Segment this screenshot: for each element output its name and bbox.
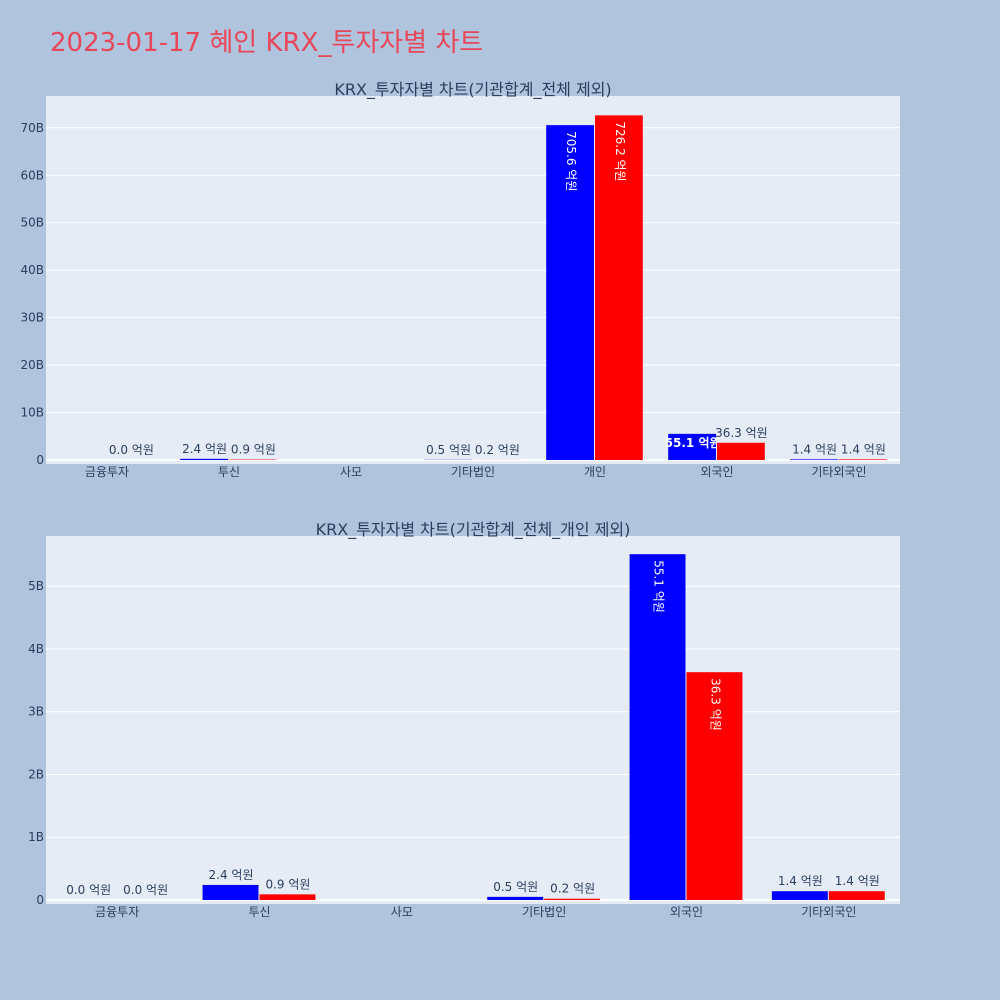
y-tick-label: 70B [20,121,44,135]
bar-sell-5 [828,891,885,900]
x-tick-label: 금융투자 [85,465,129,479]
bar-value-label: 1.4 억원 [841,442,886,456]
y-tick-label: 50B [20,216,44,230]
bar-value-label: 0.5 억원 [426,443,471,457]
x-tick-label: 기타법인 [451,465,495,479]
y-tick-label: 0 [36,453,44,467]
bar-buy-4 [629,554,686,900]
bar-value-label: 0.2 억원 [550,882,595,896]
y-tick-label: 5B [28,579,44,593]
bar-buy-5 [668,433,716,460]
chart-title: KRX_투자자별 차트(기관합계_전체 제외) [334,80,611,100]
y-tick-label: 10B [20,406,44,420]
bar-value-label: 0.9 억원 [265,877,310,891]
y-tick-label: 2B [28,767,44,781]
x-tick-label: 사모 [340,465,362,479]
x-tick-label: 사모 [391,905,413,919]
y-tick-label: 4B [28,642,44,656]
bar-buy-1 [202,884,259,900]
x-tick-label: 기타외국인 [811,465,866,479]
bar-value-label: 55.1 억원 [652,560,666,613]
y-tick-label: 30B [20,311,44,325]
y-tick-label: 0 [36,893,44,907]
x-tick-label: 외국인 [670,905,703,919]
x-tick-label: 기타외국인 [801,905,856,919]
bar-value-label: 0.0 억원 [66,883,111,897]
y-tick-label: 3B [28,705,44,719]
x-tick-label: 개인 [584,465,606,479]
bar-value-label: 726.2 억원 [613,121,627,181]
bar-sell-5 [717,442,765,460]
bar-sell-1 [259,894,316,900]
bar-sell-6 [839,459,887,460]
plot-area [46,536,900,904]
bar-value-label: 36.3 억원 [708,678,722,731]
plot-area [46,96,900,464]
x-tick-label: 금융투자 [95,905,139,919]
bar-value-label: 1.4 억원 [792,442,837,456]
bar-sell-4 [686,672,743,900]
x-tick-label: 외국인 [700,465,733,479]
bar-value-label: 55.1 억원 [665,436,721,450]
bar-value-label: 0.0 억원 [109,443,154,457]
chart-title: KRX_투자자별 차트(기관합계_전체_개인 제외) [316,520,631,540]
bar-value-label: 1.4 억원 [778,874,823,888]
y-tick-label: 1B [28,830,44,844]
x-tick-label: 투신 [248,905,270,919]
bar-value-label: 36.3 억원 [715,426,768,440]
bar-value-label: 0.5 억원 [493,880,538,894]
bar-value-label: 0.9 억원 [231,443,276,457]
bar-buy-4 [546,125,594,461]
x-tick-label: 투신 [218,465,240,479]
bar-buy-1 [180,458,228,460]
y-tick-label: 20B [20,358,44,372]
bar-value-label: 2.4 억원 [182,442,227,456]
bar-value-label: 705.6 억원 [564,131,578,191]
x-tick-label: 기타법인 [522,905,566,919]
bar-value-label: 0.2 억원 [475,443,520,457]
bar-sell-4 [595,115,643,461]
bar-value-label: 2.4 억원 [209,868,254,882]
bar-value-label: 0.0 억원 [123,883,168,897]
page-title: 2023-01-17 혜인 KRX_투자자별 차트 [50,28,484,58]
bar-buy-3 [487,896,544,900]
bar-sell-3 [544,898,601,900]
bar-buy-5 [771,891,828,900]
bar-value-label: 1.4 억원 [835,874,880,888]
y-tick-label: 40B [20,263,44,277]
bar-buy-6 [790,459,838,460]
y-tick-label: 60B [20,168,44,182]
